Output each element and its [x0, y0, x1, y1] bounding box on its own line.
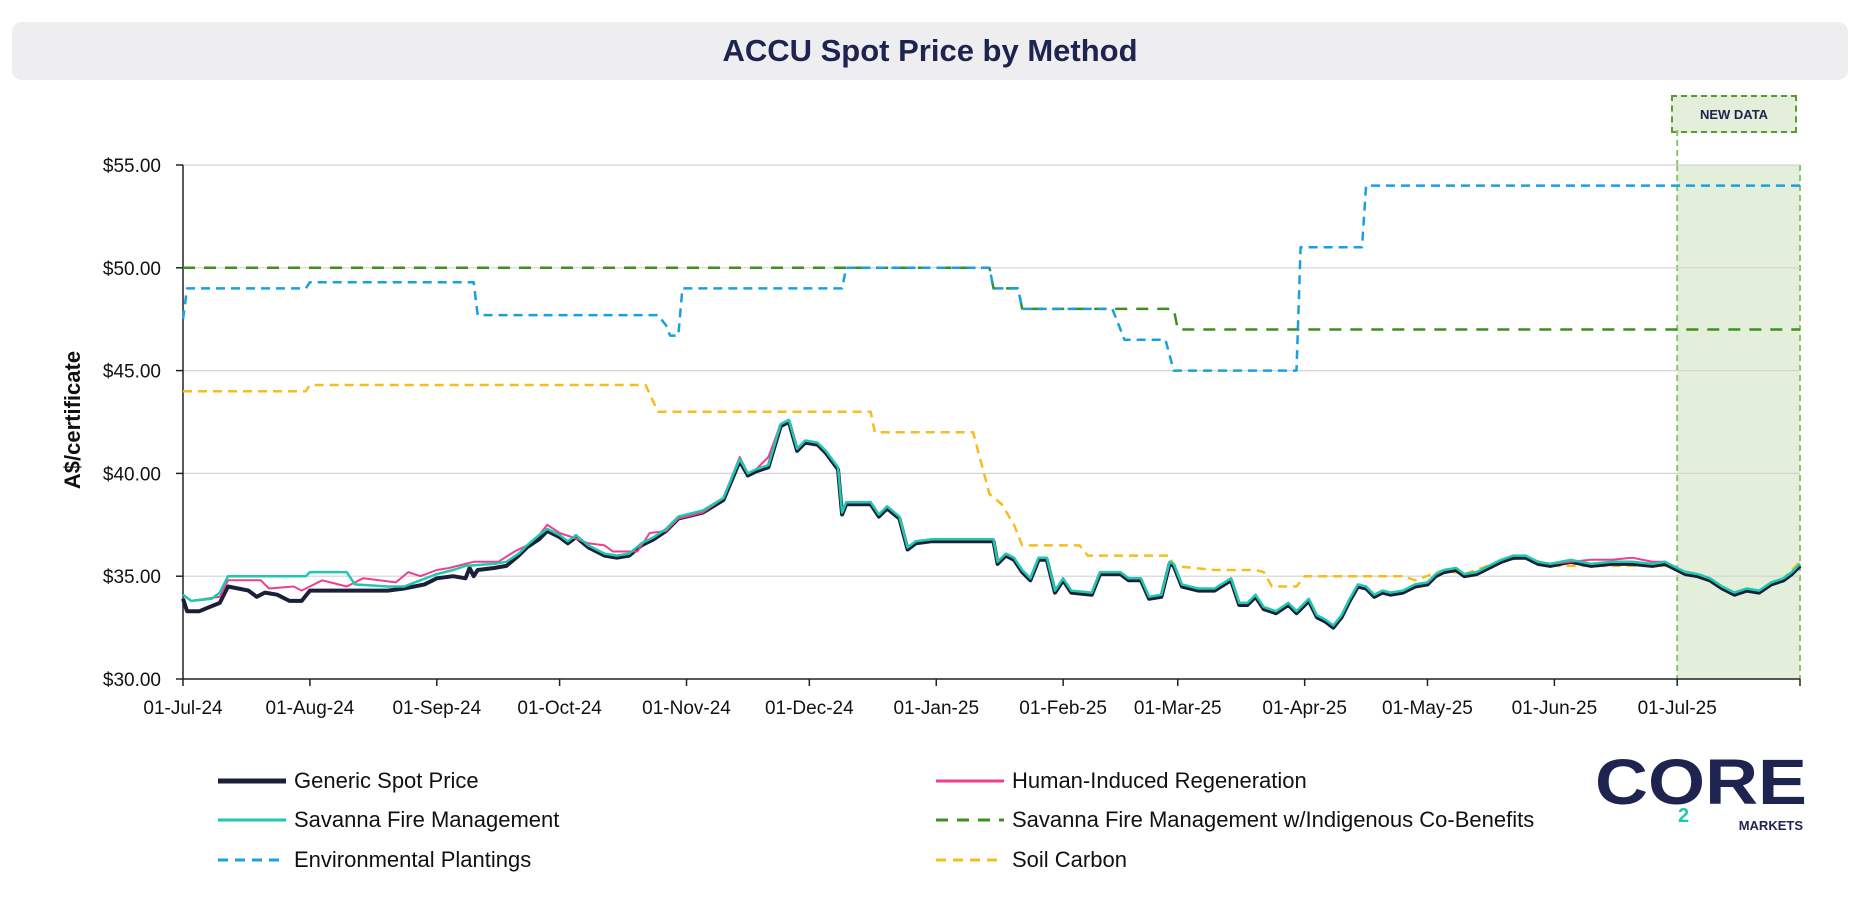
- x-tick-label: 01-Sep-24: [392, 698, 481, 719]
- axes: [176, 164, 1801, 686]
- x-tick-label: 01-Aug-24: [266, 698, 355, 719]
- legend-item-savanna: Savanna Fire Management: [218, 807, 559, 833]
- x-tick-label: 01-Jun-25: [1512, 698, 1598, 719]
- new-data-badge: NEW DATA: [1671, 95, 1797, 133]
- x-tick-label: 01-Jul-25: [1638, 698, 1717, 719]
- series-line-generic: [181, 420, 1802, 630]
- legend: Generic Spot Price Savanna Fire Manageme…: [218, 768, 1618, 888]
- legend-swatch-hir: [936, 779, 1004, 783]
- series-line-env-plantings: [181, 184, 1800, 372]
- x-tick-label: 01-Nov-24: [642, 698, 731, 719]
- grid-lines: [183, 164, 1800, 577]
- x-tick-label: 01-May-25: [1382, 698, 1473, 719]
- series-line-soil: [183, 383, 1801, 594]
- x-tick-label: 01-Jul-24: [143, 698, 223, 719]
- y-tick-label: $35.00: [103, 567, 161, 588]
- chart-title-bar: ACCU Spot Price by Method: [12, 22, 1848, 80]
- new-data-shade: [1677, 165, 1800, 679]
- legend-swatch-savanna: [218, 818, 286, 822]
- x-tick-label: 01-Feb-25: [1019, 698, 1107, 719]
- legend-item-hir: Human-Induced Regeneration: [936, 768, 1307, 794]
- logo-tagline: MARKETS: [1739, 818, 1804, 833]
- x-tick-label: 01-Apr-25: [1262, 698, 1347, 719]
- x-tick-label: 01-Oct-24: [517, 698, 602, 719]
- tick-labels: $30.00 $35.00 $40.00 $45.00 $50.00 $55.00 01-J…: [103, 156, 1717, 719]
- legend-swatch-generic: [218, 778, 286, 784]
- y-tick-label: $50.00: [103, 259, 161, 280]
- core-markets-logo: CORE 2 MARKETS: [1595, 746, 1805, 833]
- legend-label: Savanna Fire Management: [294, 807, 560, 832]
- legend-item-savanna-indigenous: Savanna Fire Management w/Indigenous Co-…: [936, 807, 1534, 833]
- series-lines: [181, 184, 1802, 630]
- logo-wordmark: CORE: [1595, 746, 1805, 818]
- legend-item-soil: Soil Carbon: [936, 847, 1127, 873]
- logo-subscript: 2: [1678, 805, 1689, 827]
- x-tick-label: 01-Jan-25: [893, 698, 979, 719]
- legend-label: Generic Spot Price: [294, 768, 479, 793]
- y-axis-label: A$/certificate: [60, 351, 85, 489]
- chart-title: ACCU Spot Price by Method: [722, 33, 1138, 68]
- legend-label: Soil Carbon: [1012, 847, 1127, 872]
- legend-swatch-savanna-indigenous: [936, 818, 1004, 822]
- legend-label: Human-Induced Regeneration: [1012, 768, 1307, 793]
- y-tick-label: $45.00: [103, 362, 161, 383]
- series-line-hir: [182, 418, 1801, 627]
- legend-item-generic: Generic Spot Price: [218, 768, 479, 794]
- y-tick-label: $30.00: [103, 670, 161, 691]
- x-tick-label: 01-Dec-24: [765, 698, 854, 719]
- legend-swatch-env-plantings: [218, 858, 286, 862]
- legend-label: Savanna Fire Management w/Indigenous Co-…: [1012, 807, 1535, 832]
- x-tick-label: 01-Mar-25: [1134, 698, 1222, 719]
- legend-item-env-plantings: Environmental Plantings: [218, 847, 531, 873]
- new-data-region: [1676, 130, 1801, 679]
- legend-swatch-soil: [936, 858, 1004, 862]
- new-data-label: NEW DATA: [1699, 106, 1769, 122]
- y-tick-label: $55.00: [103, 156, 161, 177]
- y-tick-label: $40.00: [103, 464, 161, 485]
- series-line-savanna: [182, 418, 1801, 627]
- legend-label: Environmental Plantings: [294, 847, 532, 872]
